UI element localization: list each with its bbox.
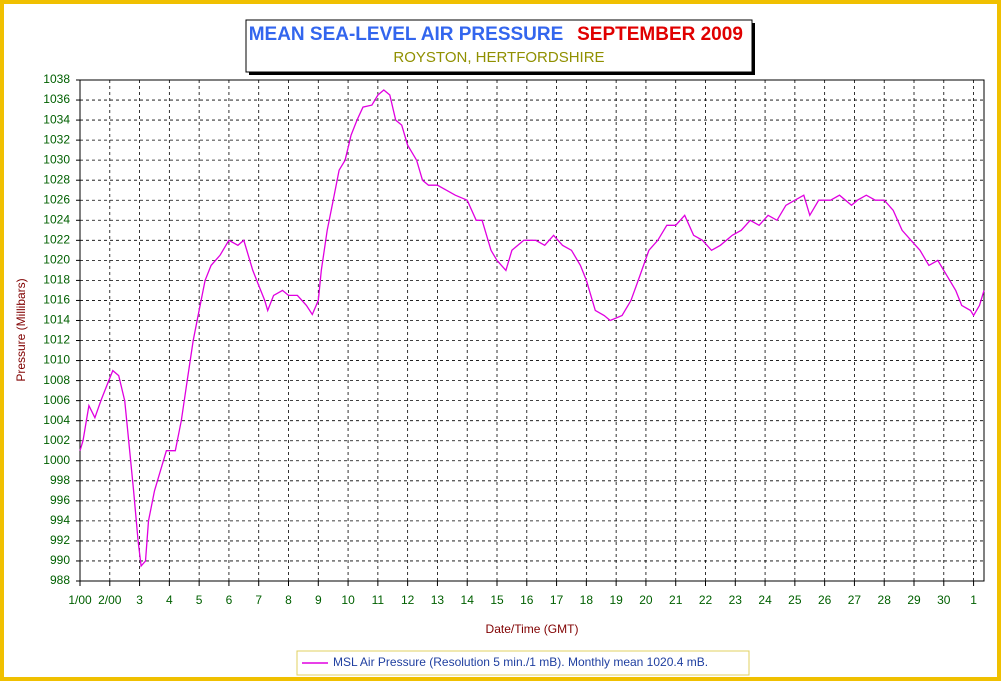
y-tick-label: 1006 xyxy=(43,393,70,407)
y-tick-label: 1012 xyxy=(43,333,70,347)
title-box xyxy=(245,19,753,73)
y-tick-label: 1022 xyxy=(43,232,70,246)
x-tick-label: 24 xyxy=(758,593,772,607)
y-tick-label: 1008 xyxy=(43,373,70,387)
x-tick-label: 17 xyxy=(550,593,564,607)
y-axis-label: Pressure (Millibars) xyxy=(14,278,28,381)
y-tick-label: 1010 xyxy=(43,353,70,367)
chart-title: MEAN SEA-LEVEL AIR PRESSURE xyxy=(249,24,564,45)
x-tick-label: 16 xyxy=(520,593,534,607)
x-tick-label: 15 xyxy=(490,593,504,607)
y-tick-label: 1026 xyxy=(43,192,70,206)
plot-area xyxy=(79,79,985,582)
y-tick-label: 996 xyxy=(50,493,70,507)
legend-box xyxy=(296,650,750,676)
x-tick-label: 18 xyxy=(580,593,594,607)
x-tick-label: 11 xyxy=(372,593,385,607)
data-line xyxy=(79,89,985,568)
y-tick-label: 1018 xyxy=(43,273,70,287)
y-tick-label: 1020 xyxy=(43,253,70,267)
x-tick-label: 4 xyxy=(166,593,173,607)
x-tick-label: 10 xyxy=(341,593,355,607)
y-tick-label: 1034 xyxy=(43,112,70,126)
y-tick-label: 1004 xyxy=(43,413,70,427)
x-tick-label: 26 xyxy=(818,593,832,607)
x-tick-label: 12 xyxy=(401,593,415,607)
y-tick-label: 1016 xyxy=(43,293,70,307)
y-tick-label: 990 xyxy=(50,553,70,567)
x-tick-label: 20 xyxy=(639,593,653,607)
x-tick-label: 29 xyxy=(907,593,921,607)
y-tick-label: 1014 xyxy=(43,313,70,327)
x-tick-label: 14 xyxy=(461,593,475,607)
y-tick-label: 994 xyxy=(50,513,70,527)
x-tick-label: 30 xyxy=(937,593,951,607)
x-tick-label: 28 xyxy=(878,593,892,607)
x-axis-label: Date/Time (GMT) xyxy=(486,622,579,636)
x-tick-label: 27 xyxy=(848,593,862,607)
x-tick-label: 9 xyxy=(315,593,322,607)
x-tick-label: 5 xyxy=(196,593,203,607)
y-tick-label: 1024 xyxy=(43,212,70,226)
x-tick-label: 1/00 xyxy=(68,593,92,607)
y-tick-label: 988 xyxy=(50,573,70,587)
x-tick-label: 3 xyxy=(136,593,143,607)
x-tick-label: 1 xyxy=(970,593,977,607)
legend-label: MSL Air Pressure (Resolution 5 min./1 mB… xyxy=(333,655,708,669)
y-tick-label: 1002 xyxy=(43,433,70,447)
x-tick-label: 23 xyxy=(729,593,743,607)
y-tick-label: 1028 xyxy=(43,172,70,186)
x-tick-label: 13 xyxy=(431,593,445,607)
y-tick-label: 1036 xyxy=(43,92,70,106)
x-tick-label: 25 xyxy=(788,593,802,607)
y-tick-label: 1038 xyxy=(43,72,70,86)
y-tick-label: 992 xyxy=(50,533,70,547)
x-tick-label: 7 xyxy=(255,593,262,607)
chart-title-date: SEPTEMBER 2009 xyxy=(577,24,743,45)
x-tick-label: 21 xyxy=(669,593,683,607)
y-tick-label: 1032 xyxy=(43,132,70,146)
x-tick-label: 8 xyxy=(285,593,292,607)
x-tick-label: 6 xyxy=(226,593,233,607)
y-tick-label: 1000 xyxy=(43,453,70,467)
y-tick-label: 998 xyxy=(50,473,70,487)
subtitle: ROYSTON, HERTFORDSHIRE xyxy=(393,49,604,66)
y-tick-label: 1030 xyxy=(43,152,70,166)
x-tick-label: 19 xyxy=(609,593,623,607)
x-tick-label: 2/00 xyxy=(98,593,122,607)
x-tick-label: 22 xyxy=(699,593,713,607)
